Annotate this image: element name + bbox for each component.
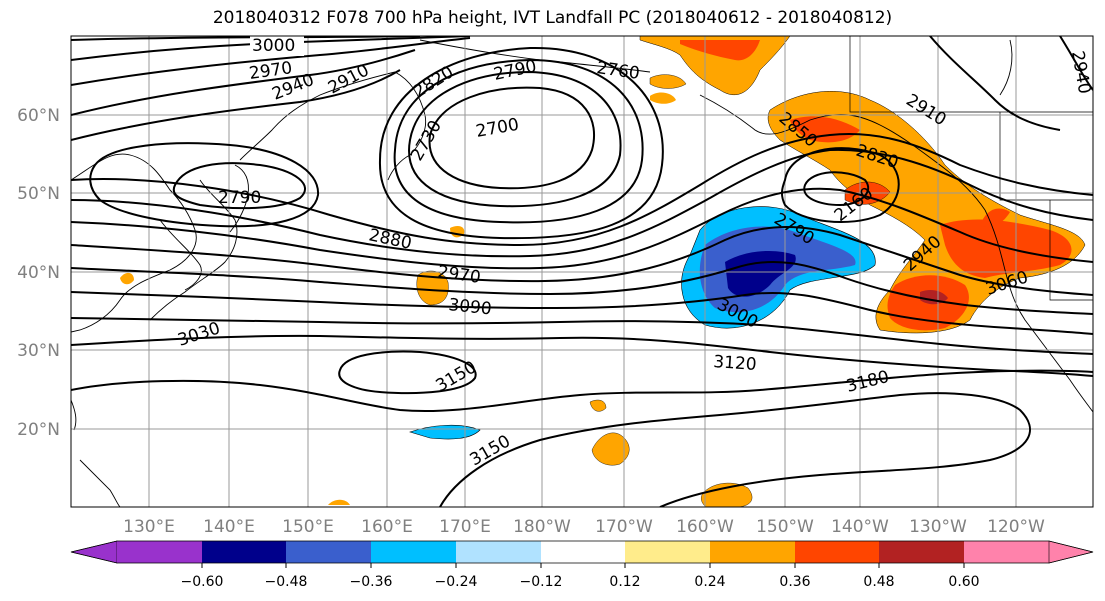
colorbar-segment — [625, 541, 710, 563]
colorbar-label: 0.24 — [694, 574, 725, 590]
lon-label-170w: 170°W — [595, 517, 653, 537]
colorbar-segment — [371, 541, 456, 563]
colorbar-segment — [964, 541, 1049, 563]
lon-label-130w: 130°W — [909, 517, 967, 537]
colorbar-segment — [117, 541, 202, 563]
lon-label-170e: 170°E — [439, 517, 491, 537]
lat-label-20n: 20°N — [17, 420, 60, 440]
colorbar-label: −0.60 — [181, 574, 224, 590]
colorbar-segment — [286, 541, 371, 563]
colorbar-segment — [456, 541, 541, 563]
colorbar-extend-max — [1048, 540, 1094, 564]
colorbar: −0.60 −0.48 −0.36 −0.24 −0.12 0.12 0.24 … — [70, 540, 1094, 590]
height-contours — [71, 36, 1093, 507]
colorbar-extend-min — [70, 540, 118, 564]
colorbar-label: 0.36 — [779, 574, 810, 590]
lon-label-150e: 150°E — [282, 517, 334, 537]
longitude-labels: 130°E 140°E 150°E 160°E 170°E 180°W 170°… — [123, 517, 1045, 537]
map-title: 2018040312 F078 700 hPa height, IVT Land… — [212, 8, 893, 28]
colorbar-label: 0.12 — [609, 574, 640, 590]
map-border — [70, 35, 1094, 508]
lat-label-50n: 50°N — [17, 184, 60, 204]
lon-label-160e: 160°E — [361, 517, 413, 537]
colorbar-segment — [710, 541, 795, 563]
lon-label-180w: 180°W — [513, 517, 571, 537]
colorbar-label: 0.48 — [863, 574, 894, 590]
lat-label-40n: 40°N — [17, 263, 60, 283]
lon-label-140e: 140°E — [203, 517, 255, 537]
colorbar-segment — [202, 541, 286, 563]
lat-label-30n: 30°N — [17, 341, 60, 361]
political-borders — [849, 36, 1093, 301]
colorbar-segment — [795, 541, 879, 563]
latitude-labels: 60°N 50°N 40°N 30°N 20°N — [17, 106, 60, 440]
lon-label-140w: 140°W — [831, 517, 889, 537]
colorbar-segment — [541, 541, 625, 563]
colorbar-label: −0.36 — [350, 574, 393, 590]
lon-label-150w: 150°W — [756, 517, 814, 537]
graticule — [71, 36, 1093, 507]
contour-label: 3090 — [447, 295, 492, 319]
contour-label: 2790 — [218, 188, 261, 208]
lat-label-60n: 60°N — [17, 106, 60, 126]
colorbar-label: −0.12 — [520, 574, 563, 590]
colorbar-segment — [879, 541, 964, 563]
contour-label: 3000 — [252, 36, 295, 56]
lon-label-160w: 160°W — [676, 517, 734, 537]
colorbar-label: 0.60 — [948, 574, 979, 590]
contour-label: 3120 — [713, 352, 758, 375]
colorbar-label: −0.24 — [435, 574, 478, 590]
colorbar-label: −0.48 — [265, 574, 308, 590]
lon-label-130e: 130°E — [123, 517, 175, 537]
lon-label-120w: 120°W — [987, 517, 1045, 537]
